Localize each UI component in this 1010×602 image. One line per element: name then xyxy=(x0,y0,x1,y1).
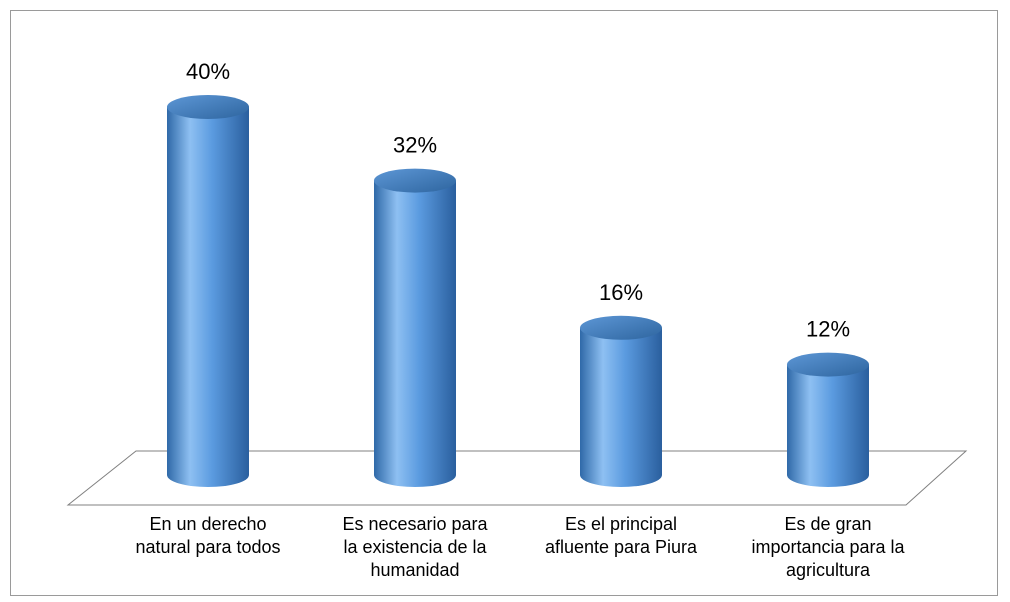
bar-3 xyxy=(580,315,662,487)
chart-frame: 40% 32% 16% 12% En un derecho natural para t… xyxy=(10,10,998,596)
bar-body xyxy=(167,107,249,487)
category-label-line: afluente para Piura xyxy=(544,537,698,557)
bar-1 xyxy=(167,95,249,487)
chart-floor xyxy=(66,450,968,506)
bar-top-cap xyxy=(374,168,456,193)
category-label: Es de gran importancia para la agricultura xyxy=(728,513,928,582)
category-label-line: humanidad xyxy=(370,560,460,580)
category-label-line: la existencia de la xyxy=(343,537,487,557)
bar-2 xyxy=(374,168,456,487)
category-label: Es el principal afluente para Piura xyxy=(521,513,721,559)
category-label-line: En un derecho xyxy=(149,514,267,534)
category-label-line: Es necesario para xyxy=(342,514,488,534)
category-label: En un derecho natural para todos xyxy=(108,513,308,559)
category-label: Es necesario para la existencia de la huma… xyxy=(315,513,515,582)
data-label: 40% xyxy=(186,59,230,84)
chart-plot: 40% 32% 16% 12% xyxy=(66,59,968,506)
bar-top-cap xyxy=(787,352,869,377)
bar-4 xyxy=(787,352,869,487)
bar-body xyxy=(374,180,456,487)
bar-body xyxy=(580,327,662,487)
data-label: 12% xyxy=(806,317,850,342)
category-label-line: importancia para la xyxy=(751,537,905,557)
bar-top-cap xyxy=(167,95,249,119)
bar-top-cap xyxy=(580,315,662,340)
data-label: 32% xyxy=(393,133,437,158)
category-label-line: Es el principal xyxy=(564,514,678,534)
category-label-line: Es de gran xyxy=(784,514,872,534)
bar-body xyxy=(787,364,869,487)
category-label-line: agricultura xyxy=(785,560,871,580)
category-label-line: natural para todos xyxy=(135,537,281,557)
data-label: 16% xyxy=(599,280,643,305)
bars-layer: 40% 32% 16% 12% xyxy=(167,59,869,487)
